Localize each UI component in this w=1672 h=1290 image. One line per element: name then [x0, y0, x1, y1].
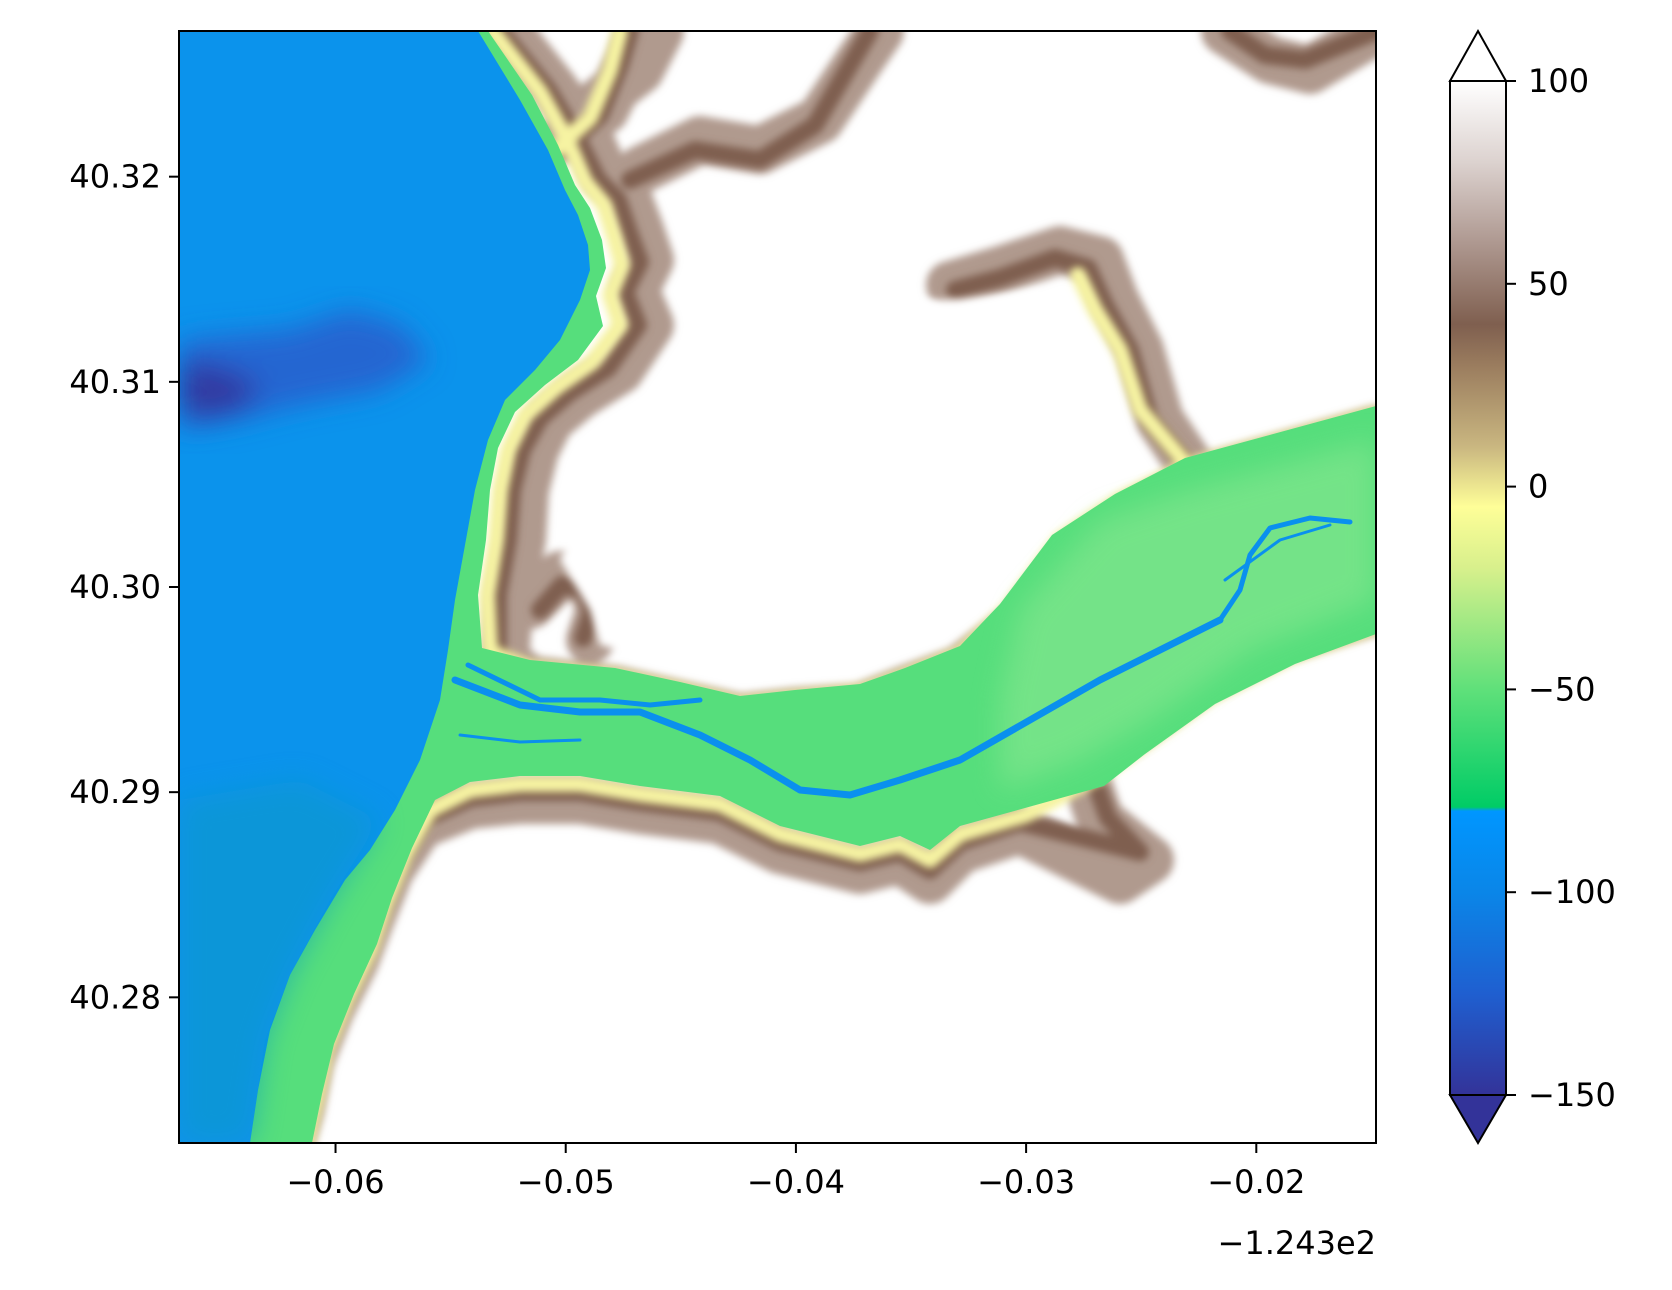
colorbar-tick-label: −100: [1528, 873, 1616, 911]
y-tick-label: 40.28: [69, 978, 161, 1016]
y-tick-label: 40.32: [69, 158, 161, 196]
colorbar-tick-label: 100: [1528, 62, 1589, 100]
ocean-gradient: [179, 780, 380, 1143]
colorbar-tick-label: 0: [1528, 468, 1548, 506]
y-tick-label: 40.29: [69, 773, 161, 811]
x-tick-label: −0.02: [1207, 1163, 1305, 1201]
colorbar-extend-top: [1448, 28, 1508, 82]
colorbar: −150 −100 −50 0 50 100: [1448, 28, 1616, 1145]
plateau-cap: [560, 290, 1090, 672]
colorbar-body: [1449, 80, 1507, 1096]
colorbar-ticks: −150 −100 −50 0 50 100: [1506, 62, 1616, 1114]
colorbar-tick-label: 50: [1528, 265, 1569, 303]
x-offset-label: −1.243e2: [1218, 1224, 1376, 1262]
deep-basin: [179, 310, 430, 430]
x-tick-label: −0.04: [747, 1163, 845, 1201]
x-tick-label: −0.03: [977, 1163, 1075, 1201]
colorbar-extend-bottom: [1448, 1094, 1508, 1145]
colorbar-tick-label: −50: [1528, 670, 1596, 708]
colorbar-tick-label: −150: [1528, 1076, 1616, 1114]
x-axis: −0.06 −0.05 −0.04 −0.03 −0.02: [286, 1143, 1305, 1201]
river-channel: [451, 515, 1353, 799]
x-tick-label: −0.05: [517, 1163, 615, 1201]
y-tick-label: 40.30: [69, 568, 161, 606]
y-axis: 40.28 40.29 40.30 40.31 40.32: [69, 158, 179, 1016]
heatmap-plot: [179, 31, 1376, 1143]
y-tick-label: 40.31: [69, 363, 161, 401]
x-tick-label: −0.06: [286, 1163, 384, 1201]
